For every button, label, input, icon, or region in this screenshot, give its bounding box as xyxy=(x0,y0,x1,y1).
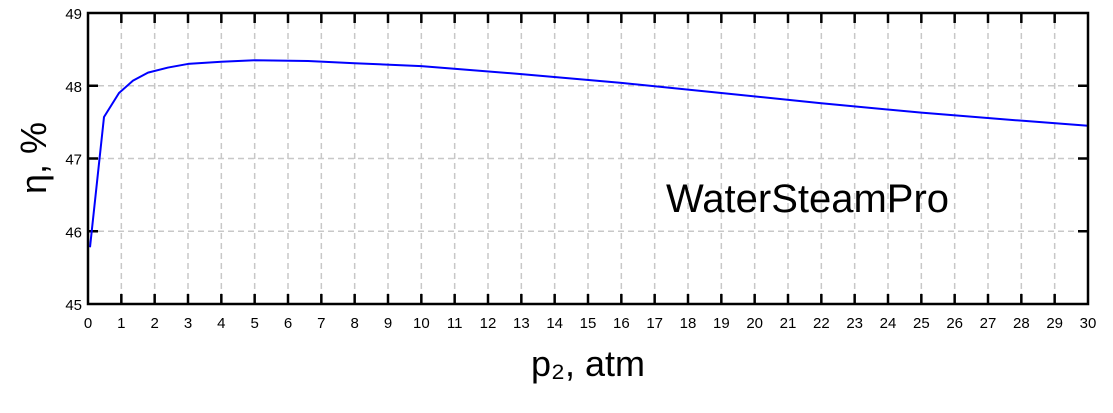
y-tick-label: 45 xyxy=(65,297,82,314)
x-tick-label: 14 xyxy=(546,315,563,332)
y-tick-label: 47 xyxy=(65,152,82,169)
x-tick-label: 22 xyxy=(813,315,830,332)
x-tick-label: 5 xyxy=(250,315,258,332)
x-tick-label: 15 xyxy=(580,315,597,332)
y-tick-label: 48 xyxy=(65,79,82,96)
y-tick-label: 49 xyxy=(65,6,82,23)
x-tick-label: 28 xyxy=(1013,315,1030,332)
x-tick-label: 19 xyxy=(713,315,730,332)
x-tick-label: 12 xyxy=(480,315,497,332)
x-tick-label: 24 xyxy=(880,315,897,332)
x-tick-label: 17 xyxy=(646,315,663,332)
plot-frame xyxy=(86,11,1090,306)
x-tick-label: 25 xyxy=(913,315,930,332)
x-tick-label: 3 xyxy=(184,315,192,332)
x-tick-label: 1 xyxy=(117,315,125,332)
annotation-text: WaterSteamPro xyxy=(666,177,949,221)
y-axis-label: η, % xyxy=(13,122,54,194)
x-tick-label: 4 xyxy=(217,315,225,332)
x-tick-label: 0 xyxy=(84,315,92,332)
x-tick-label: 30 xyxy=(1080,315,1097,332)
series-line xyxy=(89,59,1089,248)
x-tick-label: 13 xyxy=(513,315,530,332)
x-tick-label: 6 xyxy=(284,315,292,332)
x-tick-label: 2 xyxy=(150,315,158,332)
x-tick-label: 18 xyxy=(680,315,697,332)
x-tick-label: 16 xyxy=(613,315,630,332)
x-tick-labels: 0 1 2 3 4 5 6 7 8 9 10 11 12 13 14 15 16 17 18 19 20 21 22 23 24… xyxy=(84,315,1097,332)
ticks xyxy=(88,13,1088,304)
x-tick-label: 21 xyxy=(780,315,797,332)
x-tick-label: 11 xyxy=(447,315,463,332)
x-axis-label: p₂, atm xyxy=(531,343,645,384)
x-tick-label: 27 xyxy=(980,315,997,332)
x-tick-label: 23 xyxy=(846,315,863,332)
y-tick-label: 46 xyxy=(65,224,82,241)
x-tick-label: 8 xyxy=(350,315,358,332)
x-tick-label: 7 xyxy=(317,315,325,332)
grid xyxy=(88,13,1088,304)
y-tick-labels: 45 46 47 48 49 xyxy=(65,6,82,314)
x-tick-label: 10 xyxy=(413,315,430,332)
x-tick-label: 9 xyxy=(384,315,392,332)
x-tick-label: 29 xyxy=(1046,315,1063,332)
x-tick-label: 26 xyxy=(946,315,963,332)
x-tick-label: 20 xyxy=(746,315,763,332)
